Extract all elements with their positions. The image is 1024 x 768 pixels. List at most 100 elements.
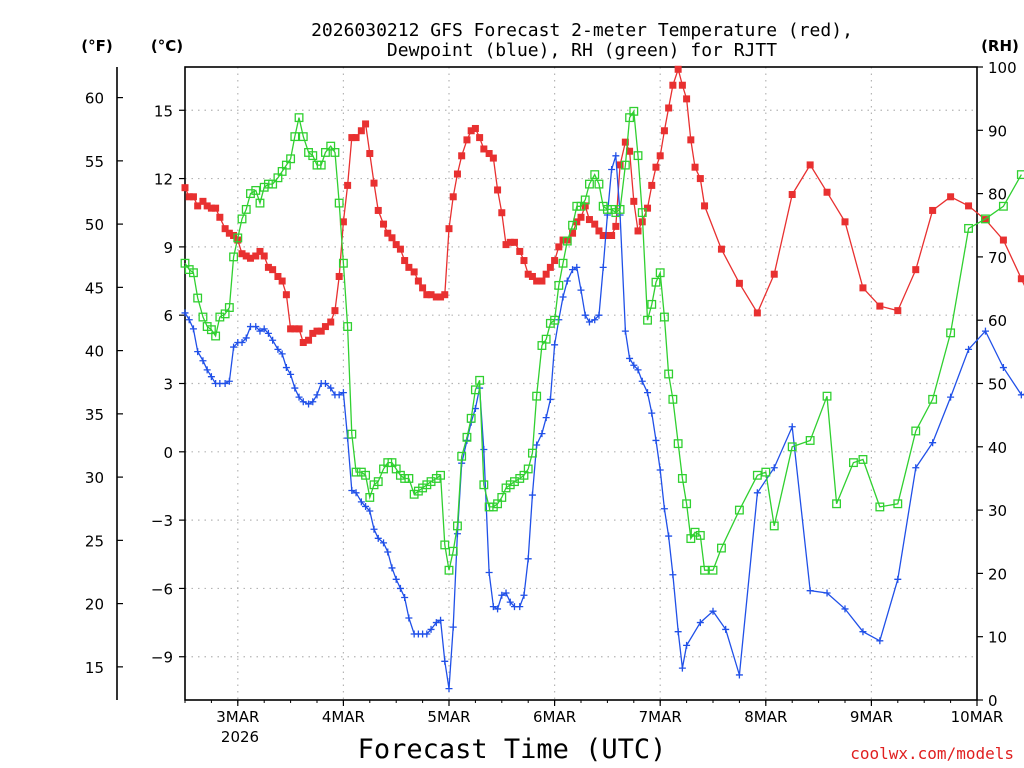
temperature-point [965, 202, 973, 210]
dewpoint-point [453, 530, 461, 538]
celsius-tick-label: −9 [151, 649, 173, 667]
dewpoint-point [612, 152, 620, 160]
temperature-point [305, 336, 313, 344]
rh-tick-label: 0 [988, 692, 998, 710]
dewpoint-point [806, 587, 814, 595]
temperature-point [287, 325, 295, 333]
temperature-point [595, 227, 603, 235]
dewpoint-point [370, 525, 378, 533]
temperature-point [603, 231, 611, 239]
dewpoint-point [595, 311, 603, 319]
dewpoint-point [203, 366, 211, 374]
temperature-point [683, 95, 691, 103]
dewpoint-point [225, 377, 233, 385]
temperature-point [299, 339, 307, 347]
rh-point [298, 132, 308, 142]
rh-point [550, 315, 560, 325]
chart-title-line-2: Dewpoint (blue), RH (green) for RJTT [387, 40, 777, 61]
rh-point [479, 480, 489, 490]
temperature-point [999, 236, 1007, 244]
temperature-point [181, 184, 189, 192]
dewpoint-point [194, 348, 202, 356]
fahrenheit-unit-label: (°F) [81, 37, 112, 55]
x-tick-label: 4MAR [322, 708, 365, 726]
temperature-point [806, 161, 814, 169]
temperature-point [380, 220, 388, 228]
dewpoint-point [528, 491, 536, 499]
dewpoint-point [313, 391, 321, 399]
temperature-point [520, 257, 528, 265]
temperature-point [542, 270, 550, 278]
x-year-label: 2026 [221, 728, 259, 746]
rh-point [452, 521, 462, 531]
temperature-point [405, 263, 413, 271]
dewpoint-point [520, 591, 528, 599]
rh-point [682, 499, 692, 509]
temperature-point [384, 229, 392, 237]
dewpoint-point [494, 605, 502, 613]
dewpoint-point [678, 664, 686, 672]
dewpoint-point [427, 625, 435, 633]
dewpoint-point [644, 389, 652, 397]
dewpoint-point [546, 395, 554, 403]
fahrenheit-tick-label: 20 [85, 596, 104, 614]
temperature-point [366, 150, 374, 158]
temperature-point [678, 81, 686, 89]
dewpoint-point [524, 555, 532, 563]
rh-point [998, 201, 1008, 211]
rh-point [224, 303, 234, 312]
dewpoint-point [392, 575, 400, 583]
rh-point [448, 546, 458, 556]
temperature-point [374, 206, 382, 214]
rh-point [233, 233, 243, 243]
rh-tick-label: 40 [988, 439, 1007, 457]
dewpoint-point [449, 623, 457, 631]
rh-point [527, 448, 537, 458]
dewpoint-point [278, 350, 286, 358]
temperature-point [644, 204, 652, 212]
temperature-point [506, 238, 514, 246]
rh-point [466, 413, 476, 423]
celsius-tick-label: −3 [151, 512, 173, 530]
temperature-point [225, 229, 233, 237]
dewpoint-point [335, 391, 343, 399]
rh-tick-label: 100 [988, 59, 1017, 77]
temperature-point [410, 268, 418, 276]
rh-point [615, 204, 625, 214]
rh-point [347, 429, 357, 439]
temperature-point [823, 188, 831, 196]
dewpoint-point [841, 605, 849, 613]
rh-point [343, 322, 353, 331]
temperature-point [207, 204, 215, 212]
dewpoint-point [256, 327, 264, 335]
temperature-point [616, 161, 624, 169]
temperature-point [291, 325, 299, 333]
rh-tick-label: 60 [988, 312, 1007, 330]
temperature-point [313, 327, 321, 335]
rh-point [497, 492, 507, 502]
rh-point [673, 439, 683, 449]
dewpoint-point [516, 603, 524, 611]
temperature-point [770, 270, 778, 278]
dewpoint-point [437, 616, 445, 624]
temperature-point [947, 193, 955, 201]
temperature-point [449, 193, 457, 201]
temperature-point [894, 307, 902, 315]
temperature-point [577, 213, 585, 221]
temperature-point [502, 241, 510, 249]
dewpoint-point [538, 430, 546, 438]
temperature-point [362, 120, 370, 128]
dewpoint-point [321, 380, 329, 387]
dewpoint-point [608, 165, 616, 173]
celsius-tick-label: 15 [154, 102, 173, 120]
dewpoint-point [362, 502, 370, 510]
x-tick-label: 10MAR [951, 708, 1004, 726]
rh-point [351, 467, 361, 477]
rh-tick-label: 20 [988, 565, 1007, 583]
rh-point [651, 277, 661, 287]
x-tick-label: 5MAR [427, 708, 470, 726]
temperature-point [599, 231, 607, 239]
temperature-point [278, 277, 286, 285]
dewpoint-point [327, 384, 335, 392]
temperature-point [216, 213, 224, 221]
